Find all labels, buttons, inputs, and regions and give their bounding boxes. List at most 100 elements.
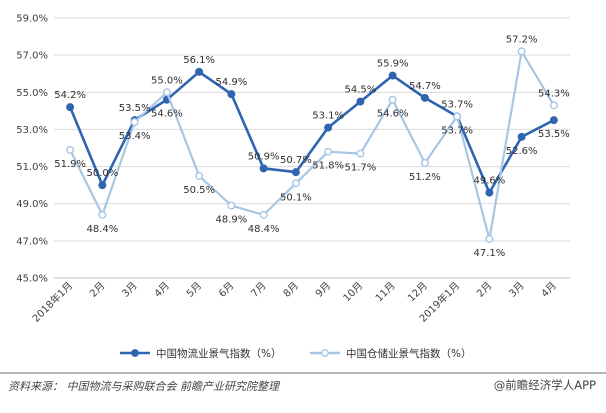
data-label: 53.5% xyxy=(119,103,151,114)
legend: 中国物流业景气指数（%） 中国仓储业景气指数（%） xyxy=(120,347,471,360)
data-label: 48.9% xyxy=(215,215,247,226)
y-tick-label: 57.0% xyxy=(16,51,48,62)
data-label: 51.2% xyxy=(409,172,441,183)
x-tick-label: 8月 xyxy=(281,280,301,300)
data-label: 48.4% xyxy=(248,224,280,235)
y-tick-label: 51.0% xyxy=(16,162,48,173)
data-label: 53.7% xyxy=(441,99,473,110)
data-point xyxy=(453,112,462,121)
data-label: 53.4% xyxy=(119,131,151,142)
data-point xyxy=(66,145,75,154)
data-label: 50.0% xyxy=(86,168,118,179)
data-point xyxy=(195,67,204,76)
data-label: 55.0% xyxy=(151,75,183,86)
x-tick-label: 4月 xyxy=(152,280,172,300)
data-point xyxy=(485,234,494,243)
x-tick-label: 5月 xyxy=(184,280,204,300)
x-tick-label: 3月 xyxy=(507,280,527,300)
data-point xyxy=(420,93,429,102)
data-point xyxy=(291,168,300,177)
x-tick-label: 4月 xyxy=(539,280,559,300)
data-point xyxy=(549,101,558,110)
series-line xyxy=(68,70,555,194)
x-tick-label: 2月 xyxy=(87,280,107,300)
data-point xyxy=(420,158,429,167)
legend-swatch-marker xyxy=(321,349,329,357)
data-label: 50.9% xyxy=(248,151,280,162)
data-point xyxy=(227,90,236,99)
x-tick-label: 3月 xyxy=(120,280,140,300)
data-point xyxy=(291,179,300,188)
data-label: 57.2% xyxy=(506,34,538,45)
data-point xyxy=(162,88,171,97)
y-tick-label: 45.0% xyxy=(16,274,48,285)
data-labels: 54.2%51.9%50.0%48.4%53.5%53.4%54.6%55.0%… xyxy=(54,34,570,259)
data-label: 48.4% xyxy=(86,224,118,235)
data-point xyxy=(259,164,268,173)
data-label: 53.5% xyxy=(538,129,570,140)
y-axis: 45.0% 47.0% 49.0% 51.0% 53.0% 55.0% 57.0% 59.0% xyxy=(16,14,48,285)
data-label: 49.6% xyxy=(473,176,505,187)
brand-credit: @前瞻经济学人APP xyxy=(493,378,596,392)
legend-label: 中国物流业景气指数（%） xyxy=(156,347,281,360)
data-label: 47.1% xyxy=(473,248,505,259)
legend-swatch-marker xyxy=(131,349,139,357)
y-tick-label: 47.0% xyxy=(16,236,48,247)
x-tick-label: 12月 xyxy=(405,280,430,305)
data-label: 51.9% xyxy=(54,159,86,170)
data-point xyxy=(485,188,494,197)
data-point xyxy=(66,103,75,112)
data-label: 54.7% xyxy=(409,81,441,92)
data-point xyxy=(195,171,204,180)
data-label: 53.7% xyxy=(441,125,473,136)
data-point xyxy=(98,181,107,190)
x-tick-label: 7月 xyxy=(249,280,269,300)
data-label: 54.9% xyxy=(215,77,247,88)
data-point xyxy=(227,201,236,210)
data-label: 53.1% xyxy=(312,111,344,122)
data-point xyxy=(324,147,333,156)
footer-divider xyxy=(0,372,606,398)
data-label: 50.1% xyxy=(280,192,312,203)
data-label: 52.6% xyxy=(506,146,538,157)
data-point xyxy=(356,97,365,106)
data-point xyxy=(388,95,397,104)
x-tick-label: 10月 xyxy=(341,280,366,305)
x-tick-label: 9月 xyxy=(313,280,333,300)
data-point xyxy=(356,149,365,158)
data-point xyxy=(98,210,107,219)
data-label: 51.8% xyxy=(312,161,344,172)
data-label: 50.7% xyxy=(280,155,312,166)
x-tick-label: 2月 xyxy=(474,280,494,300)
y-tick-label: 49.0% xyxy=(16,199,48,210)
source-note: 资料来源： 中国物流与采购联合会 前瞻产业研究院整理 xyxy=(8,380,279,393)
y-tick-label: 53.0% xyxy=(16,125,48,136)
data-label: 54.2% xyxy=(54,90,86,101)
series-line xyxy=(69,50,555,241)
data-label: 54.6% xyxy=(151,109,183,120)
x-tick-label: 11月 xyxy=(373,280,398,305)
x-tick-label: 6月 xyxy=(216,280,236,300)
data-label: 54.5% xyxy=(344,85,376,96)
y-tick-label: 55.0% xyxy=(16,88,48,99)
legend-label: 中国仓储业景气指数（%） xyxy=(346,347,471,360)
x-tick-label: 2018年1月 xyxy=(29,279,75,325)
data-point xyxy=(517,47,526,56)
data-label: 51.7% xyxy=(344,163,376,174)
data-point xyxy=(549,116,558,125)
data-label: 54.6% xyxy=(377,109,409,120)
data-point xyxy=(130,117,139,126)
data-point xyxy=(259,210,268,219)
data-point xyxy=(324,123,333,132)
data-label: 54.3% xyxy=(538,88,570,99)
series-lines xyxy=(66,47,558,243)
data-point xyxy=(388,71,397,80)
data-label: 50.5% xyxy=(183,185,215,196)
gridlines xyxy=(54,17,570,279)
y-tick-label: 59.0% xyxy=(16,14,48,25)
data-label: 55.9% xyxy=(377,59,409,70)
data-point xyxy=(517,132,526,141)
data-label: 56.1% xyxy=(183,55,215,66)
